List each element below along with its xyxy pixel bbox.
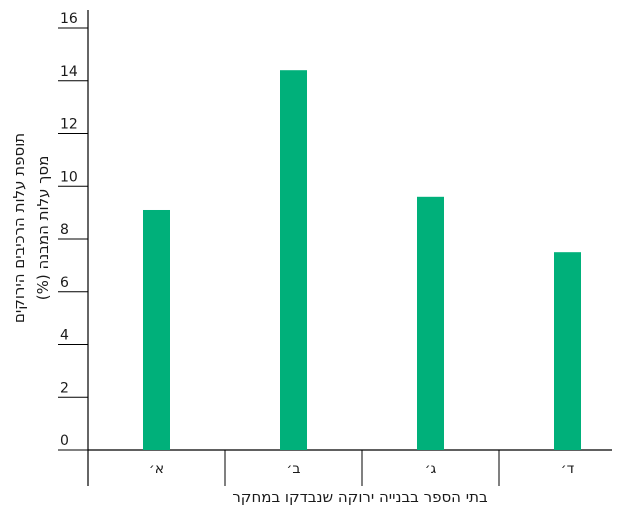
y-tick-label: 6 — [60, 275, 69, 291]
bar — [143, 209, 170, 450]
y-tick-label: 16 — [60, 11, 78, 27]
y-tick-label: 0 — [60, 433, 69, 449]
y-ticks: 0 2 4 6 8 10 12 14 16 — [58, 11, 88, 451]
x-category-label: ג׳ — [425, 461, 437, 477]
y-axis-title: תוספת עלות הרכיבים הירוקים מסך עלות המבנ… — [10, 133, 52, 323]
x-category-label: א׳ — [149, 461, 164, 477]
bar — [554, 252, 581, 450]
y-tick-label: 14 — [60, 64, 78, 80]
y-tick-label: 2 — [60, 380, 69, 396]
y-tick-label: 4 — [60, 328, 69, 344]
bar — [417, 196, 444, 450]
y-tick-label: 12 — [60, 117, 78, 133]
bar — [280, 70, 307, 450]
bars — [143, 70, 581, 450]
x-category-label: ד׳ — [561, 461, 575, 477]
y-tick-label: 8 — [60, 222, 69, 238]
x-category-label: ב׳ — [287, 461, 301, 477]
x-category-labels: א׳ ב׳ ג׳ ד׳ — [149, 450, 575, 486]
y-axis-title-line2: מסך עלות המבנה (%) — [34, 156, 52, 301]
y-axis-title-line1: תוספת עלות הרכיבים הירוקים — [10, 133, 28, 323]
x-axis-title: בתי הספר בבנייה ירוקה שנבדקו במחקר — [232, 488, 488, 506]
y-tick-label: 10 — [60, 169, 78, 185]
